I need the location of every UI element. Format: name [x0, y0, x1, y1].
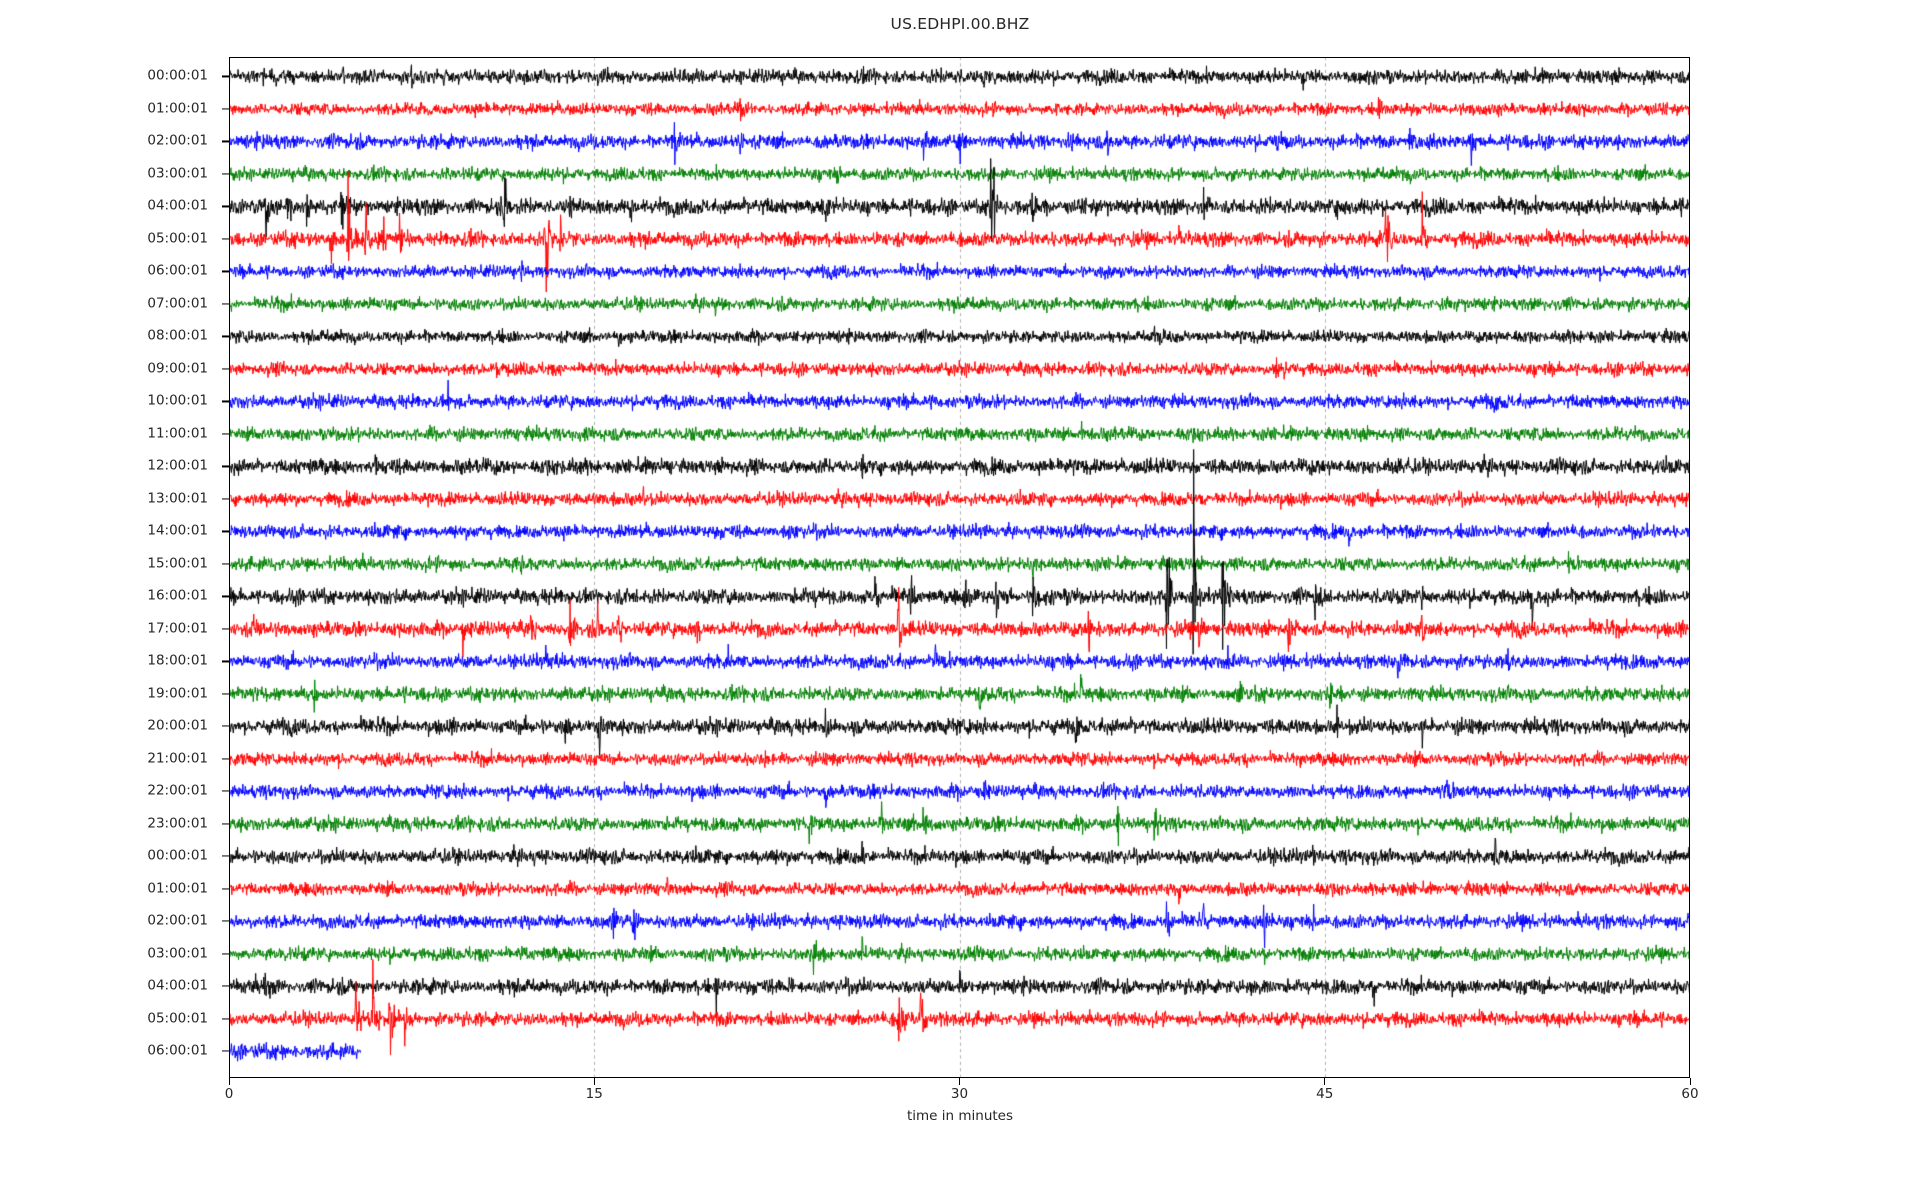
y-tick-label-17: 17:00:01 [147, 620, 208, 637]
y-tick-label-15: 15:00:01 [147, 555, 208, 572]
y-tick-mark-29 [222, 1018, 229, 1020]
y-tick-mark-5 [222, 238, 229, 240]
seismogram-traces [229, 57, 1690, 1078]
y-tick-mark-24 [222, 855, 229, 857]
y-tick-mark-8 [222, 335, 229, 337]
y-tick-label-10: 10:00:01 [147, 392, 208, 409]
y-tick-mark-25 [222, 888, 229, 890]
y-tick-label-16: 16:00:01 [147, 587, 208, 604]
y-tick-label-1: 01:00:01 [147, 100, 208, 117]
x-tick-mark-4 [1689, 1078, 1691, 1085]
y-tick-mark-1 [222, 108, 229, 110]
x-tick-mark-3 [1324, 1078, 1326, 1085]
y-tick-mark-20 [222, 725, 229, 727]
y-tick-mark-6 [222, 270, 229, 272]
x-tick-label-4: 60 [1681, 1086, 1699, 1102]
y-tick-mark-4 [222, 205, 229, 208]
y-tick-mark-13 [222, 498, 229, 500]
y-tick-label-22: 22:00:01 [147, 782, 208, 799]
y-tick-label-5: 05:00:01 [147, 230, 208, 247]
y-tick-label-0: 00:00:01 [147, 67, 208, 84]
y-tick-mark-17 [222, 628, 229, 630]
y-tick-mark-12 [222, 465, 229, 467]
y-tick-mark-23 [222, 823, 229, 825]
y-tick-label-20: 20:00:01 [147, 717, 208, 734]
y-tick-label-12: 12:00:01 [147, 457, 208, 474]
y-tick-label-19: 19:00:01 [147, 685, 208, 702]
y-tick-label-3: 03:00:01 [147, 165, 208, 182]
y-tick-mark-3 [222, 173, 229, 175]
y-tick-mark-15 [222, 563, 229, 565]
y-tick-mark-22 [222, 790, 229, 792]
y-tick-mark-16 [222, 595, 229, 597]
x-tick-label-1: 15 [585, 1086, 603, 1102]
y-tick-mark-27 [222, 953, 229, 955]
y-tick-label-2: 02:00:01 [147, 132, 208, 149]
x-tick-label-3: 45 [1316, 1086, 1334, 1102]
y-tick-label-14: 14:00:01 [147, 522, 208, 539]
y-tick-label-23: 23:00:01 [147, 815, 208, 832]
y-tick-mark-14 [222, 530, 229, 532]
y-tick-label-24: 00:00:01 [147, 847, 208, 864]
y-tick-label-28: 04:00:01 [147, 977, 208, 994]
y-tick-label-13: 13:00:01 [147, 490, 208, 507]
y-tick-mark-7 [222, 303, 229, 305]
y-tick-mark-26 [222, 920, 229, 922]
x-tick-mark-1 [593, 1078, 595, 1085]
x-tick-mark-2 [959, 1078, 961, 1085]
x-tick-mark-0 [228, 1078, 230, 1085]
y-tick-mark-18 [222, 660, 229, 662]
y-tick-label-30: 06:00:01 [147, 1042, 208, 1059]
y-tick-mark-19 [222, 693, 229, 695]
y-tick-label-8: 08:00:01 [147, 327, 208, 344]
y-tick-label-29: 05:00:01 [147, 1010, 208, 1027]
y-tick-mark-30 [222, 1050, 229, 1052]
y-tick-label-26: 02:00:01 [147, 912, 208, 929]
y-tick-mark-0 [222, 75, 229, 78]
y-tick-label-27: 03:00:01 [147, 945, 208, 962]
y-tick-mark-11 [222, 433, 229, 435]
y-tick-label-25: 01:00:01 [147, 880, 208, 897]
y-tick-label-7: 07:00:01 [147, 295, 208, 312]
y-tick-label-9: 09:00:01 [147, 360, 208, 377]
y-tick-mark-2 [222, 140, 229, 143]
page-title: US.EDHPI.00.BHZ [890, 15, 1030, 33]
x-tick-label-2: 30 [950, 1086, 969, 1102]
y-tick-label-6: 06:00:01 [147, 262, 208, 279]
y-tick-label-4: 04:00:01 [147, 197, 208, 214]
x-axis-label: time in minutes [906, 1108, 1014, 1124]
y-tick-mark-21 [222, 758, 229, 760]
y-tick-mark-28 [222, 985, 229, 987]
y-tick-label-11: 11:00:01 [147, 425, 208, 442]
plot-axes [229, 57, 1690, 1078]
x-tick-label-0: 0 [224, 1086, 234, 1102]
y-tick-label-18: 18:00:01 [147, 652, 208, 669]
y-tick-label-21: 21:00:01 [147, 750, 208, 767]
y-tick-mark-9 [222, 368, 229, 370]
y-tick-mark-10 [222, 400, 229, 402]
